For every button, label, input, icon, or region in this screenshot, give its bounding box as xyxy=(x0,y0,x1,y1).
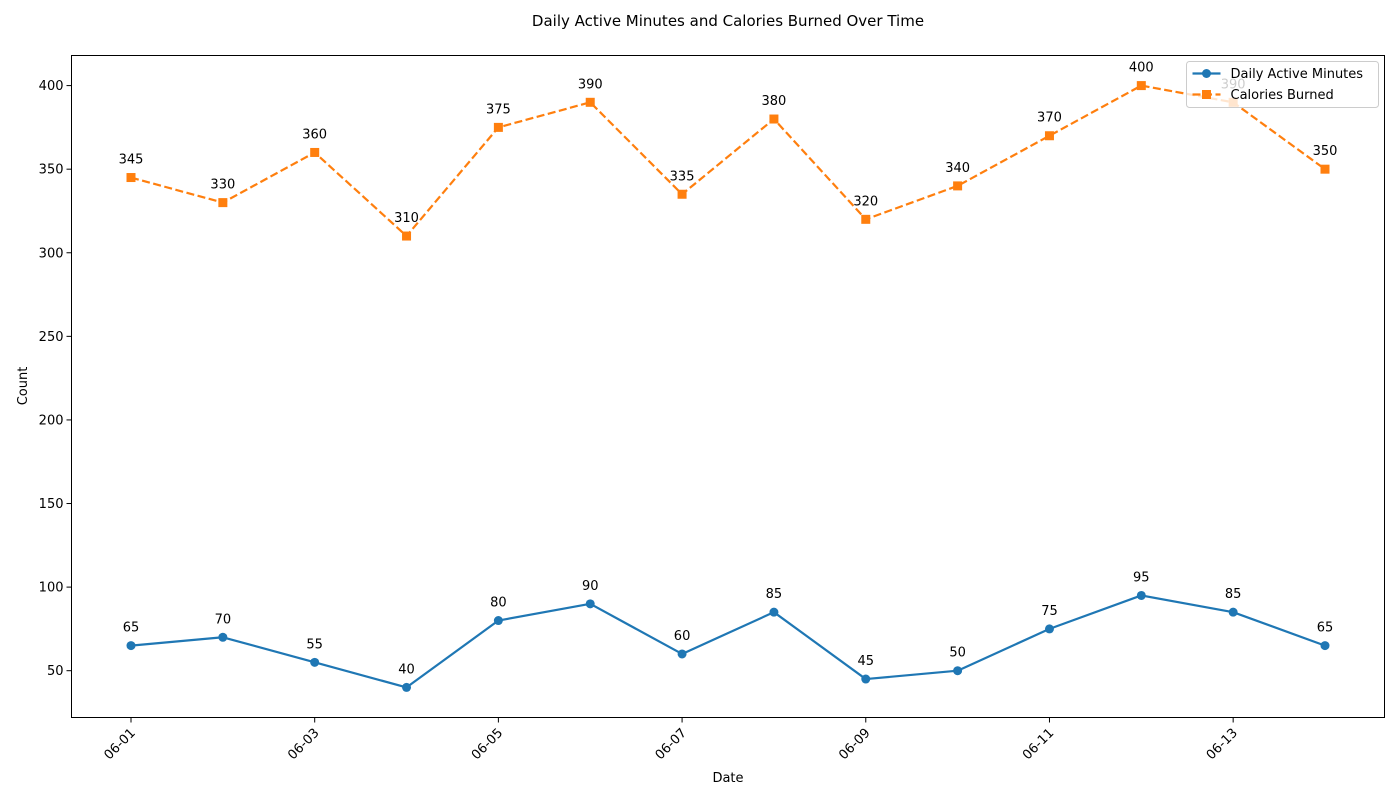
data-label: 375 xyxy=(486,102,511,117)
data-point xyxy=(126,641,136,651)
data-point xyxy=(402,231,412,241)
legend-box xyxy=(1186,61,1379,108)
data-point xyxy=(218,632,228,642)
data-point xyxy=(861,214,871,224)
legend: Daily Active Minutes Calories Burned xyxy=(1186,61,1379,108)
x-tick-label: 06-01 xyxy=(102,726,139,763)
x-tick-label: 06-05 xyxy=(469,726,506,763)
data-point xyxy=(1320,641,1330,651)
x-tick-label: 06-09 xyxy=(836,726,873,763)
data-point xyxy=(218,198,228,208)
data-point xyxy=(769,607,779,617)
data-label: 85 xyxy=(766,587,783,602)
data-point xyxy=(585,599,595,609)
data-label: 45 xyxy=(857,654,874,669)
data-label: 95 xyxy=(1133,570,1150,585)
y-tick-label: 200 xyxy=(39,413,64,428)
plot-frame xyxy=(71,55,1385,718)
data-point xyxy=(1044,624,1054,634)
legend-marker xyxy=(1202,69,1211,78)
data-point xyxy=(953,181,963,191)
data-label: 340 xyxy=(945,161,970,176)
y-tick-label: 250 xyxy=(39,330,64,345)
data-label: 65 xyxy=(1317,621,1334,636)
x-tick-label: 06-07 xyxy=(653,726,690,763)
data-label: 360 xyxy=(302,127,327,142)
y-tick-label: 100 xyxy=(39,581,64,596)
series-layer: 65 70 55 40 80 90 60 85 45 50 75 95 85 65 345 330 360 310… xyxy=(119,61,1338,692)
data-point xyxy=(861,674,871,684)
data-label: 400 xyxy=(1129,61,1154,76)
data-point xyxy=(126,173,136,183)
data-label: 40 xyxy=(398,662,415,677)
x-axis: 06-01 06-03 06-05 06-07 06-09 06-11 06-13 xyxy=(102,717,1241,763)
data-point xyxy=(1228,607,1238,617)
data-label: 335 xyxy=(670,169,695,184)
x-tick-label: 06-03 xyxy=(285,726,322,763)
x-tick-label: 06-13 xyxy=(1204,726,1241,763)
series-line xyxy=(130,594,1326,689)
chart-title: Daily Active Minutes and Calories Burned… xyxy=(532,12,924,30)
data-point xyxy=(310,657,320,667)
data-label: 80 xyxy=(490,596,507,611)
data-point xyxy=(1044,131,1054,141)
data-point xyxy=(585,97,595,107)
data-label: 320 xyxy=(853,194,878,209)
data-point xyxy=(493,616,503,626)
data-point xyxy=(1320,164,1330,174)
data-label: 50 xyxy=(949,646,966,661)
data-point xyxy=(310,147,320,157)
data-label: 90 xyxy=(582,579,599,594)
data-point xyxy=(953,666,963,676)
data-label: 70 xyxy=(215,612,232,627)
data-point xyxy=(677,189,687,199)
data-point xyxy=(677,649,687,659)
y-tick-label: 50 xyxy=(47,664,64,679)
data-point xyxy=(1136,81,1146,91)
series-1: 3453303603103753903353803203403704003903… xyxy=(119,61,1338,241)
y-tick-label: 350 xyxy=(39,163,64,178)
series-line xyxy=(130,84,1326,238)
data-label: 75 xyxy=(1041,604,1058,619)
legend-label: Calories Burned xyxy=(1231,88,1334,103)
legend-marker xyxy=(1202,90,1211,99)
data-point xyxy=(1136,590,1146,600)
data-label: 310 xyxy=(394,211,419,226)
data-label: 350 xyxy=(1313,144,1338,159)
data-label: 390 xyxy=(578,77,603,92)
y-tick-label: 300 xyxy=(39,246,64,261)
data-label: 330 xyxy=(210,178,235,193)
legend-item: Daily Active Minutes xyxy=(1192,67,1364,82)
data-point xyxy=(493,122,503,132)
data-label: 380 xyxy=(762,94,787,109)
x-tick-label: 06-11 xyxy=(1020,726,1057,763)
y-axis-title: Count xyxy=(16,367,31,406)
y-axis: 50 100 150 200 250 300 350 400 xyxy=(39,79,72,679)
series-0: 65 70 55 40 80 90 60 85 45 50 75 95 85 65 xyxy=(123,570,1334,692)
data-label: 60 xyxy=(674,629,691,644)
data-label: 55 xyxy=(306,637,323,652)
data-label: 370 xyxy=(1037,111,1062,126)
data-label: 345 xyxy=(119,153,144,168)
legend-item: Calories Burned xyxy=(1192,88,1334,103)
legend-label: Daily Active Minutes xyxy=(1231,67,1364,82)
data-label: 85 xyxy=(1225,587,1242,602)
data-label: 65 xyxy=(123,621,140,636)
data-point xyxy=(402,682,412,692)
y-tick-label: 150 xyxy=(39,497,64,512)
data-point xyxy=(769,114,779,124)
y-tick-label: 400 xyxy=(39,79,64,94)
x-axis-title: Date xyxy=(712,771,743,786)
